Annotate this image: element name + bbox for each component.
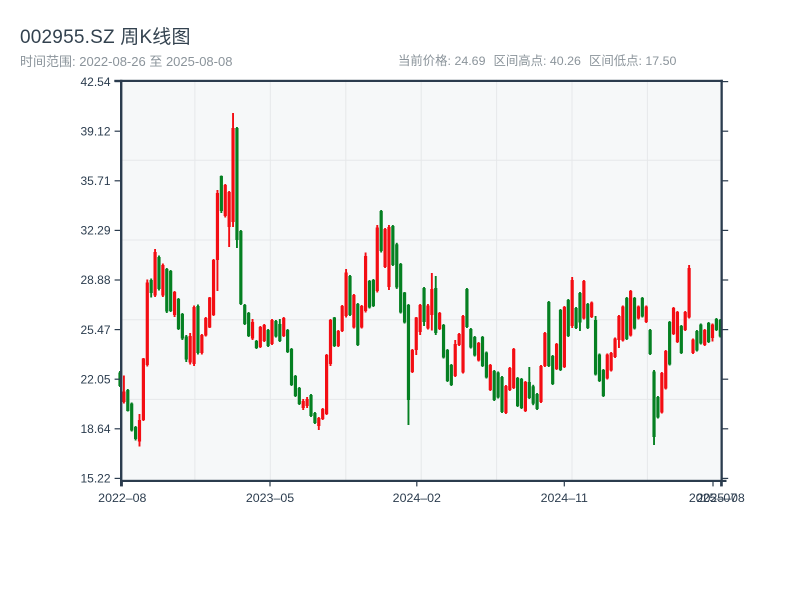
svg-text:2025–07: 2025–07 — [689, 491, 737, 505]
svg-text:2023–05: 2023–05 — [246, 491, 294, 505]
svg-text:2022–08: 2022–08 — [98, 491, 146, 505]
svg-text:39.12: 39.12 — [80, 124, 110, 138]
svg-text:22.05: 22.05 — [80, 372, 110, 386]
svg-text:35.71: 35.71 — [80, 174, 110, 188]
svg-text:2025–08: 2025–08 — [697, 491, 745, 505]
svg-text:32.29: 32.29 — [80, 224, 110, 238]
svg-text:2024–02: 2024–02 — [393, 491, 441, 505]
svg-text:15.22: 15.22 — [80, 472, 110, 486]
svg-text:42.54: 42.54 — [80, 75, 110, 89]
svg-text:25.47: 25.47 — [80, 323, 110, 337]
svg-text:28.88: 28.88 — [80, 273, 110, 287]
svg-text:2024–11: 2024–11 — [541, 491, 588, 505]
svg-text:18.64: 18.64 — [80, 422, 110, 436]
